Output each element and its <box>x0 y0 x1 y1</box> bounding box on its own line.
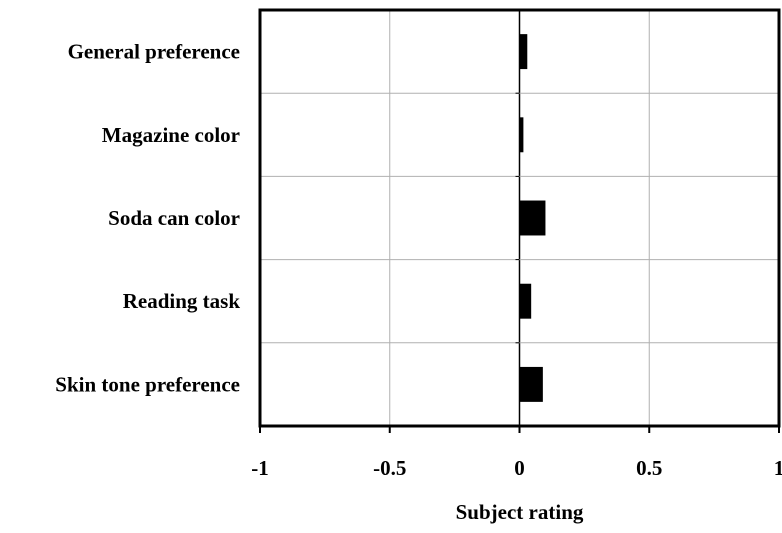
x-tick-label: -1 <box>251 456 269 480</box>
bar-skin-tone-preference <box>519 366 543 402</box>
x-tick-label: -0.5 <box>373 456 406 480</box>
x-tick-label: 1 <box>774 456 782 480</box>
x-axis-ticks: -1 -0.5 0 0.5 1 <box>251 426 782 480</box>
bar-magazine-color <box>519 117 524 153</box>
x-tick-label: 0 <box>514 456 525 480</box>
category-labels: General preference Magazine color Soda can… <box>55 40 240 397</box>
x-tick-label: 0.5 <box>636 456 662 480</box>
category-label: Skin tone preference <box>55 372 240 396</box>
x-axis-title: Subject rating <box>456 500 584 524</box>
category-label: Magazine color <box>102 123 240 147</box>
bar-soda-can-color <box>519 200 546 236</box>
category-label: Reading task <box>123 289 241 313</box>
bar-reading-task <box>519 283 532 319</box>
category-label: General preference <box>68 40 240 64</box>
bar-general-preference <box>519 34 528 70</box>
bars <box>519 34 546 402</box>
category-label: Soda can color <box>108 206 240 230</box>
gridlines <box>260 10 779 426</box>
